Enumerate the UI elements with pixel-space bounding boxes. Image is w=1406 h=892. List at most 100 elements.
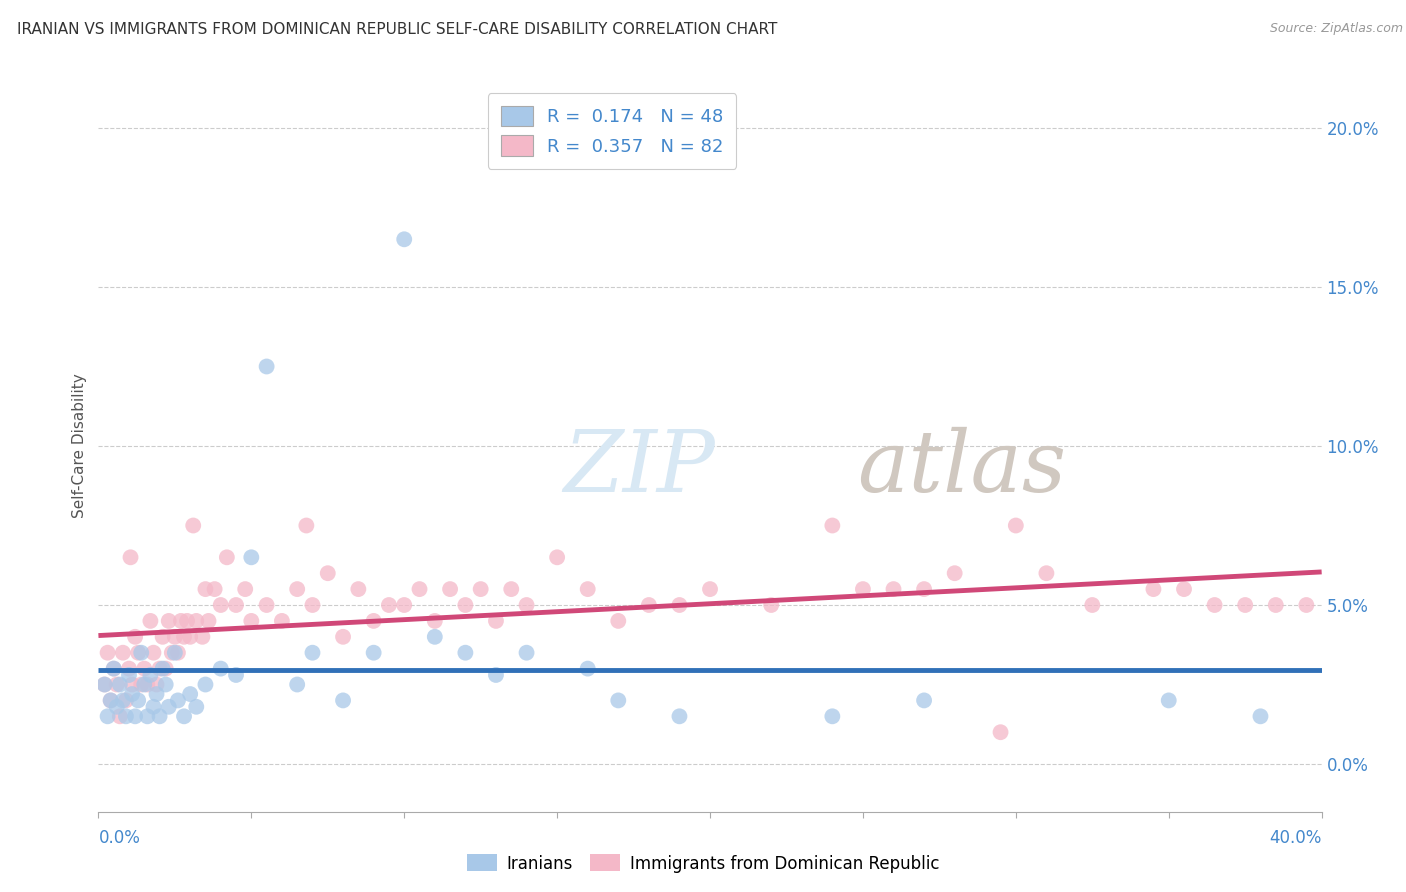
Point xyxy=(105,699,128,714)
Point xyxy=(501,582,523,596)
Point xyxy=(93,677,115,691)
Point xyxy=(167,693,190,707)
Point xyxy=(1142,582,1164,596)
Point xyxy=(115,709,138,723)
Point xyxy=(145,687,167,701)
Point xyxy=(121,687,143,701)
Point xyxy=(912,582,935,596)
Point xyxy=(1204,598,1226,612)
Point xyxy=(100,693,122,707)
Point xyxy=(163,646,186,660)
Point xyxy=(470,582,492,596)
Point xyxy=(194,582,217,596)
Point xyxy=(197,614,219,628)
Point xyxy=(423,614,446,628)
Point xyxy=(149,709,172,723)
Point xyxy=(157,614,180,628)
Point xyxy=(668,598,690,612)
Point xyxy=(392,232,416,246)
Point xyxy=(170,614,193,628)
Point xyxy=(124,630,146,644)
Point xyxy=(129,646,152,660)
Legend: Iranians, Immigrants from Dominican Republic: Iranians, Immigrants from Dominican Repu… xyxy=(460,847,946,880)
Point xyxy=(215,550,238,565)
Point xyxy=(233,582,256,596)
Point xyxy=(607,693,630,707)
Point xyxy=(1295,598,1317,612)
Point xyxy=(179,630,201,644)
Point xyxy=(173,709,195,723)
Point xyxy=(225,668,247,682)
Point xyxy=(1004,518,1026,533)
Point xyxy=(668,709,690,723)
Point xyxy=(295,518,318,533)
Point xyxy=(127,646,149,660)
Point xyxy=(157,699,180,714)
Point xyxy=(118,668,141,682)
Point xyxy=(111,693,134,707)
Point xyxy=(225,598,247,612)
Point xyxy=(363,646,385,660)
Point xyxy=(256,359,278,374)
Point xyxy=(163,630,186,644)
Text: 40.0%: 40.0% xyxy=(1270,829,1322,847)
Point xyxy=(136,677,159,691)
Point xyxy=(179,687,201,701)
Point xyxy=(821,709,844,723)
Point xyxy=(209,598,232,612)
Point xyxy=(97,646,120,660)
Point xyxy=(883,582,905,596)
Point xyxy=(821,518,844,533)
Point xyxy=(316,566,339,581)
Point xyxy=(607,614,630,628)
Point xyxy=(1081,598,1104,612)
Point xyxy=(160,646,183,660)
Point xyxy=(149,662,172,676)
Point xyxy=(152,630,174,644)
Point xyxy=(516,598,538,612)
Point xyxy=(912,693,935,707)
Point xyxy=(186,699,208,714)
Point xyxy=(270,614,294,628)
Text: 0.0%: 0.0% xyxy=(98,829,141,847)
Point xyxy=(1035,566,1057,581)
Point xyxy=(139,668,162,682)
Point xyxy=(127,693,149,707)
Point xyxy=(93,677,115,691)
Point xyxy=(637,598,661,612)
Point xyxy=(392,598,416,612)
Point xyxy=(240,614,263,628)
Point xyxy=(209,662,232,676)
Point xyxy=(546,550,568,565)
Point xyxy=(108,677,131,691)
Point xyxy=(761,598,783,612)
Point xyxy=(134,662,156,676)
Legend: R =  0.174   N = 48, R =  0.357   N = 82: R = 0.174 N = 48, R = 0.357 N = 82 xyxy=(488,93,737,169)
Point xyxy=(124,709,146,723)
Point xyxy=(173,630,195,644)
Point xyxy=(1234,598,1257,612)
Point xyxy=(699,582,721,596)
Point xyxy=(111,646,134,660)
Point xyxy=(191,630,214,644)
Point xyxy=(516,646,538,660)
Point xyxy=(240,550,263,565)
Point xyxy=(378,598,401,612)
Point xyxy=(103,662,125,676)
Point xyxy=(121,677,143,691)
Point xyxy=(485,614,508,628)
Text: IRANIAN VS IMMIGRANTS FROM DOMINICAN REPUBLIC SELF-CARE DISABILITY CORRELATION C: IRANIAN VS IMMIGRANTS FROM DOMINICAN REP… xyxy=(17,22,778,37)
Point xyxy=(347,582,370,596)
Point xyxy=(1173,582,1195,596)
Point xyxy=(142,646,165,660)
Point xyxy=(100,693,122,707)
Point xyxy=(852,582,875,596)
Point xyxy=(155,662,177,676)
Point xyxy=(108,709,131,723)
Point xyxy=(97,709,120,723)
Point xyxy=(1250,709,1272,723)
Point xyxy=(301,598,323,612)
Point xyxy=(576,662,599,676)
Point xyxy=(408,582,430,596)
Point xyxy=(136,709,159,723)
